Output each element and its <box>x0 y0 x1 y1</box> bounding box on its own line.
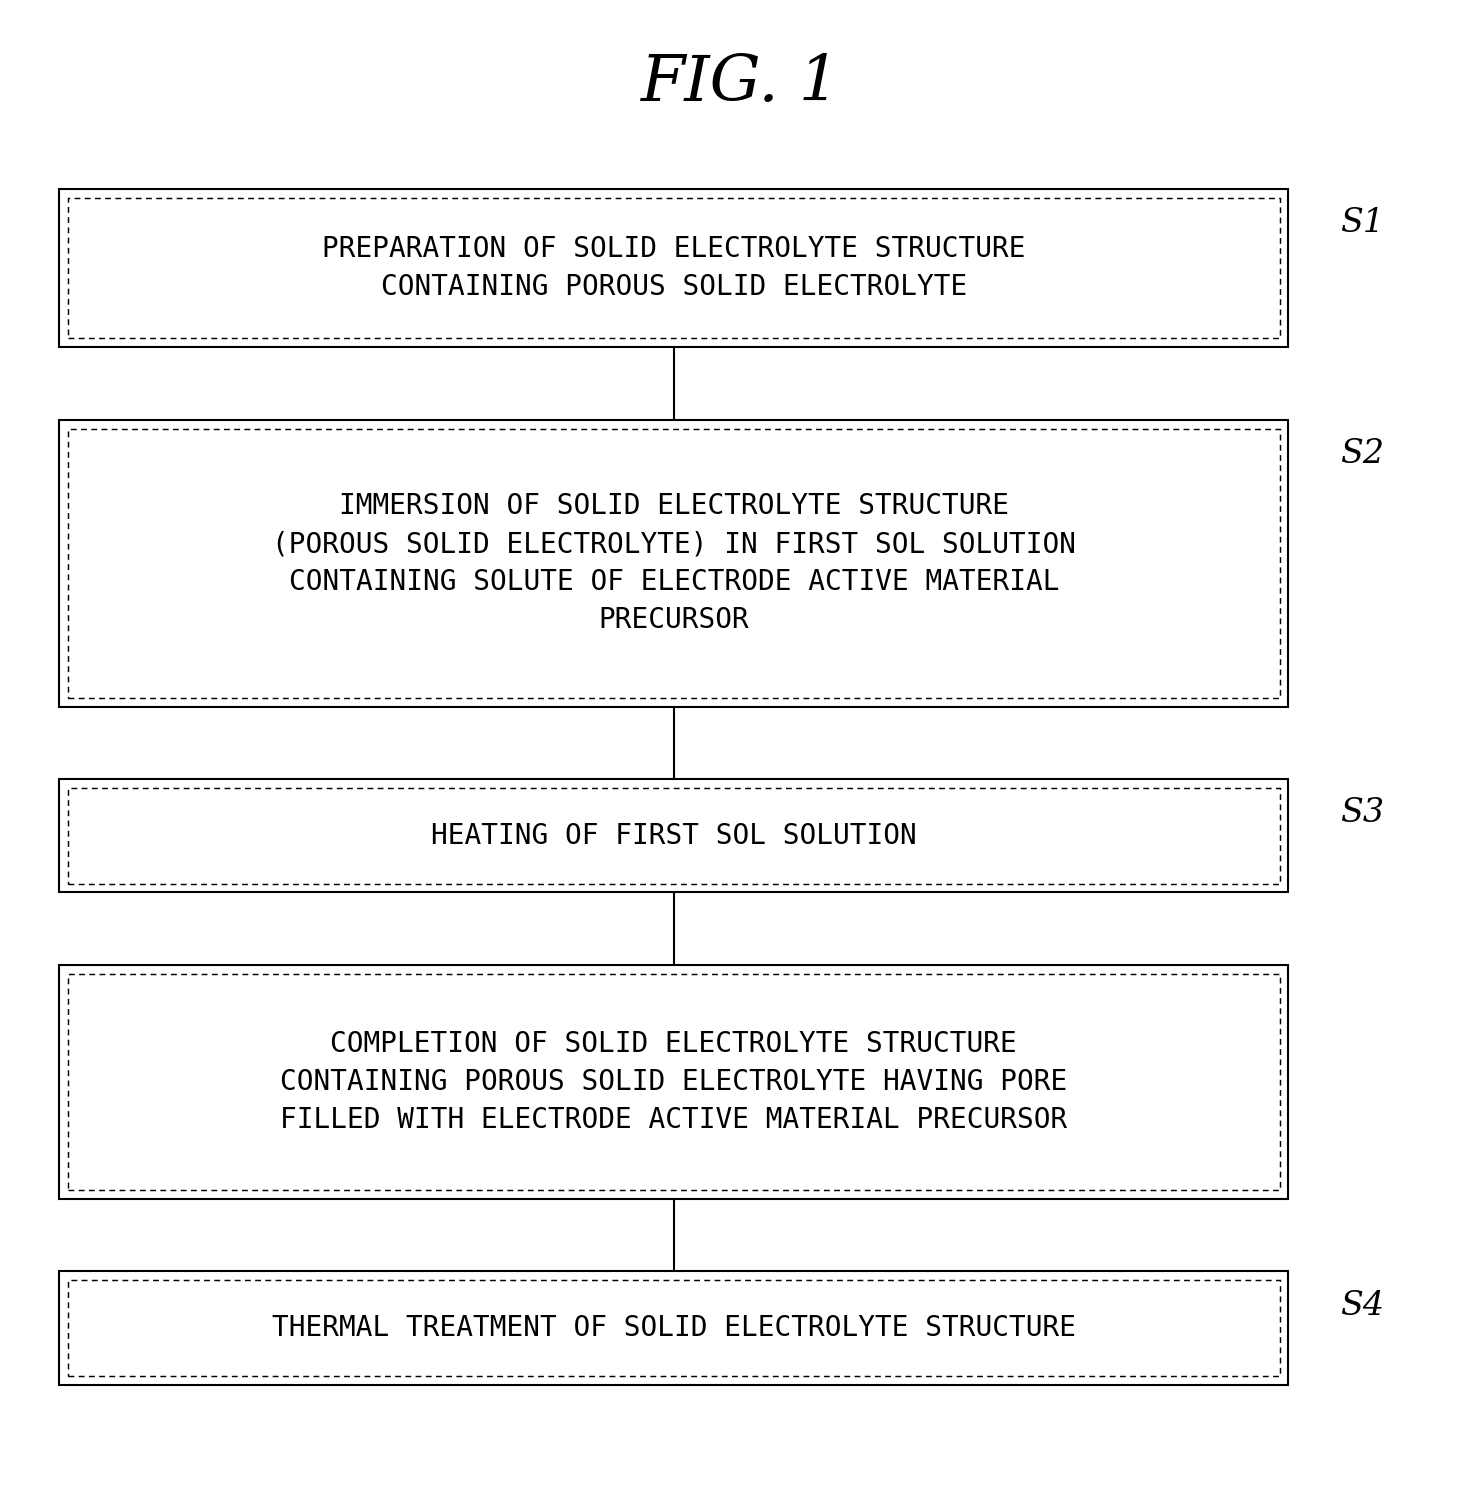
Bar <box>59 1271 1288 1385</box>
Text: S3: S3 <box>1340 797 1385 829</box>
Bar <box>59 779 1288 892</box>
Text: FIG. 1: FIG. 1 <box>641 53 840 115</box>
Bar <box>59 420 1288 707</box>
Bar <box>68 1280 1280 1376</box>
Bar <box>68 429 1280 698</box>
Bar <box>68 198 1280 338</box>
Bar <box>68 974 1280 1190</box>
Text: PREPARATION OF SOLID ELECTROLYTE STRUCTURE
CONTAINING POROUS SOLID ELECTROLYTE: PREPARATION OF SOLID ELECTROLYTE STRUCTU… <box>321 236 1026 300</box>
Bar <box>59 189 1288 347</box>
Text: COMPLETION OF SOLID ELECTROLYTE STRUCTURE
CONTAINING POROUS SOLID ELECTROLYTE HA: COMPLETION OF SOLID ELECTROLYTE STRUCTUR… <box>280 1030 1068 1134</box>
Text: HEATING OF FIRST SOL SOLUTION: HEATING OF FIRST SOL SOLUTION <box>431 821 917 850</box>
Bar <box>59 965 1288 1199</box>
Bar <box>68 788 1280 883</box>
Text: IMMERSION OF SOLID ELECTROLYTE STRUCTURE
(POROUS SOLID ELECTROLYTE) IN FIRST SOL: IMMERSION OF SOLID ELECTROLYTE STRUCTURE… <box>273 492 1075 634</box>
Text: S1: S1 <box>1340 207 1385 239</box>
Text: S4: S4 <box>1340 1290 1385 1321</box>
Text: THERMAL TREATMENT OF SOLID ELECTROLYTE STRUCTURE: THERMAL TREATMENT OF SOLID ELECTROLYTE S… <box>273 1314 1075 1342</box>
Text: S2: S2 <box>1340 438 1385 470</box>
